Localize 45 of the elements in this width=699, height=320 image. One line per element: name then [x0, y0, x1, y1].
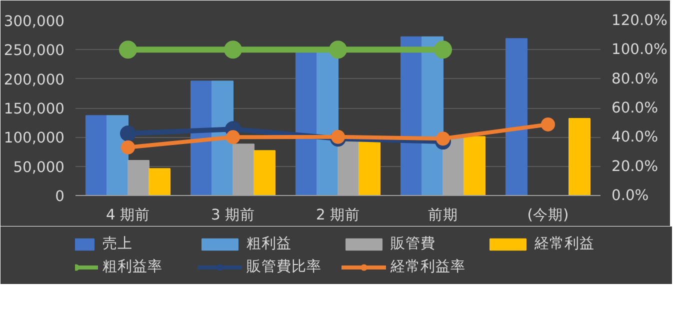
- y2-tick-label: 80.0%: [612, 70, 658, 88]
- point: [224, 40, 242, 59]
- y-tick-label: 300,000: [4, 13, 64, 30]
- bar: [506, 38, 528, 196]
- point: [541, 117, 555, 132]
- bar: [358, 140, 380, 196]
- x-tick-label: 前期: [428, 206, 458, 224]
- legend-label: 粗利益率: [102, 257, 164, 276]
- point: [436, 132, 450, 146]
- y-tick-label: 100,000: [4, 130, 64, 147]
- y2-tick-label: 120.0%: [612, 12, 668, 29]
- y2-tick-label: 60.0%: [612, 100, 658, 116]
- y-tick-label: 0: [55, 188, 65, 205]
- y2-tick-label: 100.0%: [612, 41, 668, 58]
- point: [226, 130, 240, 144]
- x-tick-label: 4 期前: [106, 206, 150, 224]
- bar: [86, 115, 108, 196]
- y2-tick-label: 0.0%: [612, 187, 649, 204]
- legend-label: 経常利益率: [390, 257, 466, 276]
- y2-tick-label: 40.0%: [612, 128, 658, 146]
- bar: [316, 52, 338, 196]
- legend-label: 販管費比率: [246, 257, 322, 276]
- bar: [464, 136, 486, 196]
- legend-label: 販管費: [390, 234, 436, 253]
- point: [121, 140, 135, 154]
- point: [434, 40, 452, 59]
- y-tick-label: 150,000: [4, 100, 64, 118]
- bar: [296, 52, 318, 196]
- x-tick-label: 2 期前: [316, 206, 360, 224]
- legend-label: 売上: [102, 234, 134, 253]
- bar: [148, 168, 170, 196]
- point: [120, 126, 136, 142]
- point: [331, 130, 345, 144]
- x-tick-label: 3 期前: [211, 206, 255, 224]
- point: [119, 40, 137, 59]
- legend-label: 経常利益: [534, 234, 596, 253]
- point: [329, 40, 347, 59]
- y-tick-label: 250,000: [4, 42, 64, 60]
- x-tick-label: (今期): [527, 206, 569, 224]
- y2-tick-label: 20.0%: [612, 158, 658, 175]
- y-tick-label: 50,000: [13, 158, 65, 176]
- bar: [568, 118, 590, 196]
- legend-label: 粗利益: [246, 234, 292, 253]
- bar: [254, 150, 276, 196]
- y-tick-label: 200,000: [4, 71, 64, 88]
